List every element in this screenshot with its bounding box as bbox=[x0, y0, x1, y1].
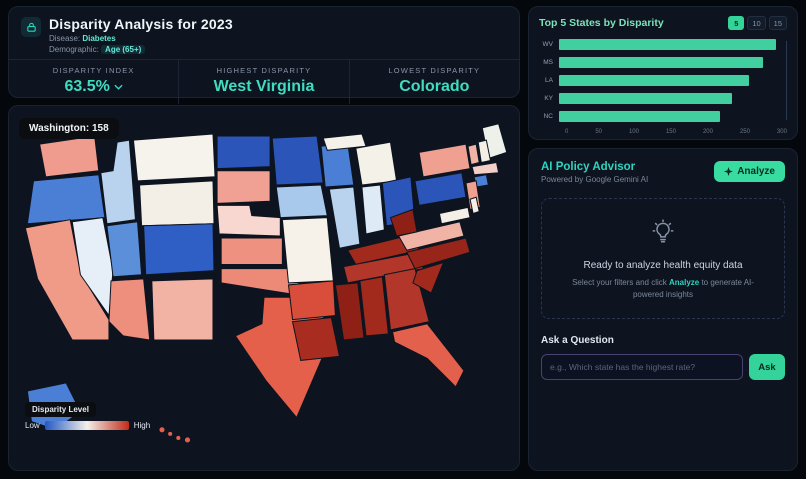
map-legend: Disparity Level Low High bbox=[25, 399, 150, 430]
state-al[interactable] bbox=[359, 276, 390, 337]
state-va[interactable] bbox=[397, 221, 465, 251]
state-or[interactable] bbox=[26, 174, 106, 225]
state-wv[interactable] bbox=[389, 208, 418, 237]
bar-row: KY bbox=[539, 93, 787, 104]
ai-ready-panel: Ready to analyze health equity data Sele… bbox=[541, 198, 785, 320]
state-vt[interactable] bbox=[467, 143, 480, 166]
lowest-disparity-value: Colorado bbox=[399, 78, 470, 95]
topn-5-button[interactable]: 5 bbox=[728, 16, 745, 30]
topn-10-button[interactable]: 10 bbox=[747, 16, 766, 30]
us-choropleth-map[interactable] bbox=[9, 106, 519, 470]
state-ia[interactable] bbox=[275, 184, 328, 219]
map-tooltip: Washington: 158 bbox=[19, 118, 119, 139]
demographic-filter: Demographic: Age (65+) bbox=[49, 45, 233, 54]
sparkle-icon bbox=[724, 167, 734, 176]
page-title: Disparity Analysis for 2023 bbox=[49, 16, 233, 32]
state-mt[interactable] bbox=[132, 133, 216, 182]
disparity-index-value: 63.5% bbox=[64, 78, 110, 95]
state-nd[interactable] bbox=[216, 135, 271, 170]
state-nc[interactable] bbox=[406, 237, 471, 270]
state-wy[interactable] bbox=[139, 180, 215, 227]
state-hi[interactable] bbox=[167, 430, 174, 437]
demographic-badge: Age (65+) bbox=[101, 45, 146, 54]
lock-icon bbox=[21, 17, 41, 37]
legend-low-label: Low bbox=[25, 421, 40, 430]
ai-card-title: AI Policy Advisor bbox=[541, 161, 636, 173]
state-ma[interactable] bbox=[471, 161, 500, 176]
stat-disparity-index[interactable]: DISPARITY INDEX 63.5% bbox=[52, 66, 135, 95]
state-co[interactable] bbox=[143, 223, 215, 276]
state-wa[interactable] bbox=[39, 135, 100, 178]
x-axis: 0 50 100 150 200 250 300 bbox=[565, 129, 787, 135]
disease-filter: Disease: Diabetes bbox=[49, 34, 116, 43]
state-az[interactable] bbox=[108, 278, 151, 341]
state-sc[interactable] bbox=[412, 261, 445, 294]
header-card: Disparity Analysis for 2023 Disease: Dia… bbox=[8, 6, 520, 104]
state-md[interactable] bbox=[438, 206, 471, 225]
stats-row: DISPARITY INDEX 63.5% HIGHEST DISPARITY … bbox=[9, 59, 519, 104]
state-il[interactable] bbox=[328, 186, 361, 249]
ready-hint: Select your filters and click Analyze to… bbox=[572, 278, 754, 299]
state-mi[interactable] bbox=[355, 141, 398, 186]
state-nh[interactable] bbox=[477, 139, 492, 164]
ask-button[interactable]: Ask bbox=[749, 354, 785, 381]
topn-selector: 5 10 15 bbox=[728, 16, 787, 30]
ask-question-label: Ask a Question bbox=[541, 335, 614, 347]
state-mn[interactable] bbox=[271, 135, 324, 186]
state-pa[interactable] bbox=[414, 172, 467, 206]
state-id[interactable] bbox=[100, 139, 137, 225]
bar-nc[interactable] bbox=[559, 111, 721, 122]
lightbulb-icon bbox=[652, 219, 674, 243]
state-hi[interactable] bbox=[158, 426, 166, 434]
state-in[interactable] bbox=[361, 184, 385, 235]
choropleth-map-card: Washington: 158 Disparity Level Low High bbox=[8, 105, 520, 471]
top-states-chart-card: Top 5 States by Disparity 5 10 15 WV MS … bbox=[528, 6, 798, 140]
state-hi[interactable] bbox=[183, 436, 192, 444]
ai-policy-advisor-card: AI Policy Advisor Powered by Google Gemi… bbox=[528, 148, 798, 471]
bar-row: LA bbox=[539, 75, 787, 86]
chart-gridline bbox=[786, 41, 787, 120]
stat-highest-disparity: HIGHEST DISPARITY West Virginia bbox=[178, 60, 348, 104]
state-ms[interactable] bbox=[334, 282, 365, 341]
state-ne[interactable] bbox=[216, 204, 281, 237]
state-la[interactable] bbox=[291, 317, 341, 361]
state-de[interactable] bbox=[469, 196, 480, 215]
bar-row: NC bbox=[539, 111, 787, 122]
chevron-down-icon bbox=[114, 84, 123, 90]
highest-disparity-value: West Virginia bbox=[213, 78, 315, 95]
bar-row: WV bbox=[539, 39, 787, 50]
question-input[interactable] bbox=[541, 354, 743, 381]
bar-wv[interactable] bbox=[559, 39, 776, 50]
legend-title: Disparity Level bbox=[25, 402, 96, 417]
bar-ky[interactable] bbox=[559, 93, 732, 104]
ai-card-subtitle: Powered by Google Gemini AI bbox=[541, 175, 649, 184]
analyze-button[interactable]: Analyze bbox=[714, 161, 785, 182]
bar-chart: WV MS LA KY NC bbox=[539, 39, 787, 122]
state-ca[interactable] bbox=[24, 219, 110, 341]
state-ut[interactable] bbox=[106, 221, 143, 278]
state-ny[interactable] bbox=[418, 143, 471, 178]
state-ks[interactable] bbox=[220, 237, 283, 266]
stat-lowest-disparity: LOWEST DISPARITY Colorado bbox=[348, 60, 519, 104]
ready-title: Ready to analyze health equity data bbox=[583, 260, 743, 271]
legend-high-label: High bbox=[133, 421, 151, 430]
disease-value: Diabetes bbox=[82, 34, 116, 43]
bar-ms[interactable] bbox=[559, 57, 763, 68]
state-hi[interactable] bbox=[175, 434, 182, 441]
chart-title: Top 5 States by Disparity bbox=[539, 17, 664, 29]
bar-row: MS bbox=[539, 57, 787, 68]
state-fl[interactable] bbox=[391, 323, 465, 388]
legend-gradient-bar bbox=[44, 421, 129, 430]
state-mo[interactable] bbox=[281, 217, 334, 284]
state-nm[interactable] bbox=[151, 278, 214, 341]
state-sd[interactable] bbox=[216, 170, 271, 204]
state-ar[interactable] bbox=[287, 280, 336, 321]
bar-la[interactable] bbox=[559, 75, 749, 86]
topn-15-button[interactable]: 15 bbox=[768, 16, 787, 30]
